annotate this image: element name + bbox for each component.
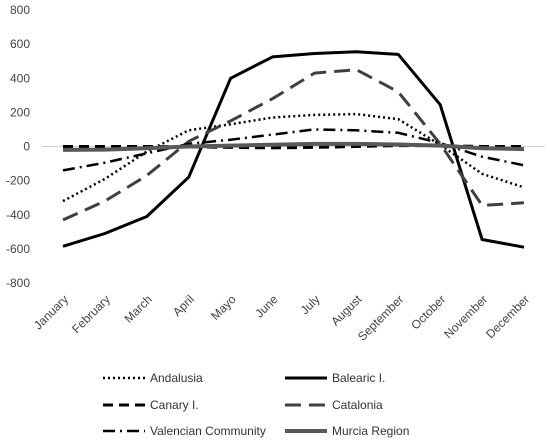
y-tick-label: -200 (6, 174, 30, 188)
x-tick-label: April (170, 292, 197, 319)
series-layer (62, 50, 525, 249)
legend-entry: Balearic I. (285, 371, 385, 385)
legend-label: Valencian Community (150, 424, 266, 438)
legend-entry: Canary I. (103, 398, 199, 412)
y-tick-label: 200 (10, 105, 30, 119)
legend-label: Canary I. (150, 398, 199, 412)
x-tick-label: June (252, 292, 281, 321)
series-line-5 (62, 141, 525, 152)
legend-entry: Catalonia (285, 398, 383, 412)
y-axis: 800 600 400 200 0 -200 -400 -600 -800 (6, 3, 30, 290)
series-line-0 (62, 112, 525, 203)
x-tick-label: September (355, 292, 406, 343)
y-tick-label: 0 (23, 140, 30, 154)
x-tick-label: August (328, 292, 365, 329)
y-tick-label: -800 (6, 276, 30, 290)
legend-entry: Murcia Region (285, 424, 409, 438)
y-tick-label: 600 (10, 37, 30, 51)
legend: Andalusia Balearic I. Canary I. Catalonia Va… (103, 371, 409, 438)
y-tick-label: 800 (10, 3, 30, 17)
x-tick-label: March (121, 292, 154, 325)
legend-entry: Valencian Community (103, 424, 266, 438)
y-tick-label: -600 (6, 242, 30, 256)
x-tick-label: January (31, 292, 71, 332)
y-tick-label: 400 (10, 71, 30, 85)
x-tick-label: Mayo (208, 292, 239, 323)
x-tick-label: July (298, 292, 323, 317)
legend-label: Andalusia (150, 371, 203, 385)
legend-label: Murcia Region (332, 424, 409, 438)
legend-label: Balearic I. (332, 371, 385, 385)
y-tick-label: -400 (6, 208, 30, 222)
x-tick-label: February (69, 292, 113, 336)
x-tick-label: October (408, 292, 448, 332)
legend-label: Catalonia (332, 398, 383, 412)
legend-entry: Andalusia (103, 371, 203, 385)
series-line-3 (62, 68, 525, 222)
x-tick-label: December (483, 292, 532, 341)
x-tick-label: November (441, 292, 490, 341)
series-line-1 (62, 50, 525, 249)
